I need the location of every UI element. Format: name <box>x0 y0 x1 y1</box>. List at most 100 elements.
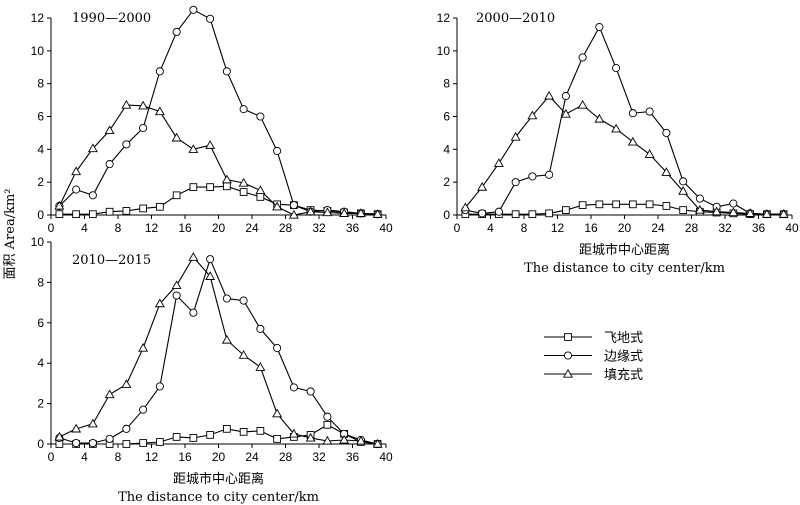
data-point <box>528 210 537 219</box>
data-point <box>339 434 350 444</box>
legend-entry: 边缘式 <box>544 350 643 365</box>
data-point <box>88 438 97 448</box>
data-point <box>679 177 688 186</box>
data-point <box>239 428 248 436</box>
data-point <box>105 207 114 216</box>
data-point <box>306 387 315 396</box>
data-point <box>273 435 281 443</box>
data-point <box>172 27 181 37</box>
data-point <box>528 172 537 181</box>
data-point <box>256 193 265 201</box>
data-point <box>695 194 704 203</box>
data-point <box>511 210 520 219</box>
y-tick-label: 2 <box>37 175 44 189</box>
x-axis-label-en: The distance to city center/km <box>524 261 725 276</box>
x-tick-label: 0 <box>48 450 55 464</box>
data-point <box>139 123 148 133</box>
data-point <box>595 22 604 32</box>
legend-marker <box>563 351 573 360</box>
data-point <box>154 298 165 308</box>
data-point <box>239 296 248 305</box>
y-tick-label: 0 <box>443 208 450 222</box>
data-point <box>223 182 231 191</box>
data-point <box>122 207 131 215</box>
data-point <box>256 324 265 333</box>
data-point <box>561 91 570 101</box>
data-point <box>305 432 316 442</box>
data-point <box>156 202 164 211</box>
data-point <box>239 105 248 114</box>
chart-panel-2010-2015: 0 4 8 12 16 20 24 28 32 36 4002468102010—2015距城市中心… <box>31 235 393 505</box>
data-point <box>612 200 620 209</box>
x-tick-label: 32 <box>312 450 326 464</box>
data-point <box>288 428 299 438</box>
data-point <box>138 100 149 110</box>
data-point <box>155 67 164 76</box>
data-point <box>104 389 115 399</box>
data-point <box>629 200 637 209</box>
x-tick-label: 24 <box>651 221 665 235</box>
series-line <box>464 95 784 215</box>
data-point <box>323 412 332 421</box>
data-point <box>105 434 114 444</box>
legend-marker <box>563 368 573 378</box>
data-point <box>678 186 689 195</box>
x-tick-label: 16 <box>178 450 192 464</box>
data-point <box>171 280 182 290</box>
x-tick-label: 28 <box>279 450 293 464</box>
data-point <box>372 438 383 448</box>
data-point <box>289 383 298 392</box>
data-point <box>189 5 198 14</box>
data-point <box>138 342 149 352</box>
data-point <box>72 438 81 448</box>
data-point <box>189 308 198 317</box>
data-point <box>355 208 366 217</box>
data-point <box>272 201 283 211</box>
data-point <box>595 200 604 209</box>
data-point <box>54 431 65 441</box>
data-point <box>221 334 232 344</box>
data-point <box>493 158 504 167</box>
data-point <box>273 343 282 353</box>
panel-title: 2000—2010 <box>476 11 555 26</box>
y-tick-label: 2 <box>443 175 450 189</box>
legend-marker <box>564 333 572 341</box>
x-tick-label: 40 <box>379 450 393 464</box>
series-line <box>59 256 378 445</box>
data-point <box>272 408 283 418</box>
data-point <box>172 191 181 200</box>
legend-label: 边缘式 <box>604 350 643 365</box>
data-point <box>55 210 64 219</box>
x-tick-label: 24 <box>245 450 259 464</box>
data-point <box>322 435 333 445</box>
x-tick-label: 0 <box>48 221 55 235</box>
data-point <box>322 207 333 217</box>
data-point <box>645 107 654 116</box>
data-point <box>729 199 738 208</box>
data-point <box>478 209 487 218</box>
data-point <box>511 178 520 187</box>
data-point <box>662 128 671 137</box>
data-point <box>355 435 366 445</box>
data-point <box>88 191 97 200</box>
data-point <box>460 202 471 212</box>
y-tick-label: 6 <box>37 110 44 124</box>
y-tick-label: 4 <box>37 356 44 370</box>
data-point <box>544 90 555 100</box>
data-point <box>372 209 383 218</box>
y-tick-label: 0 <box>37 208 44 222</box>
y-tick-label: 12 <box>31 11 45 25</box>
y-tick-label: 10 <box>437 44 451 58</box>
data-point <box>205 140 216 149</box>
data-point <box>72 210 80 219</box>
y-tick-label: 12 <box>437 11 451 25</box>
x-axis-label-en: The distance to city center/km <box>118 490 319 505</box>
x-tick-label: 36 <box>346 450 360 464</box>
data-point <box>644 149 655 158</box>
x-tick-label: 24 <box>245 221 259 235</box>
data-point <box>139 439 147 447</box>
data-point <box>188 252 199 261</box>
data-point <box>71 166 82 176</box>
